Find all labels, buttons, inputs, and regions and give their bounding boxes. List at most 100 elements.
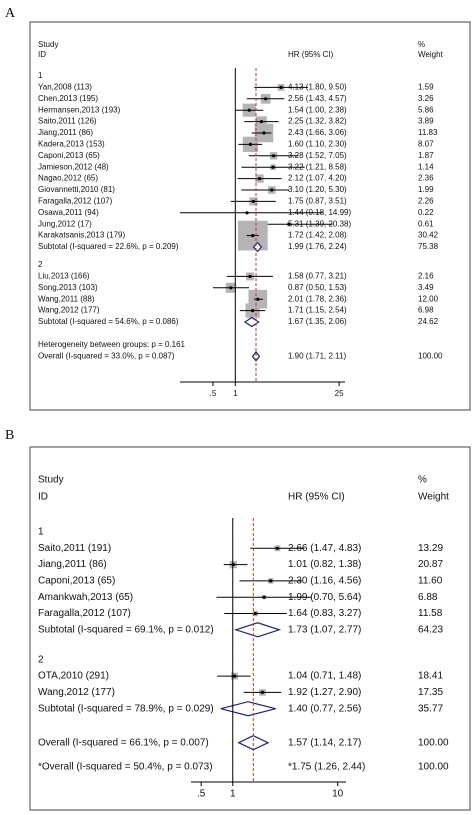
weight-label: 1.59 (418, 83, 434, 92)
group-name: 1 (38, 527, 44, 538)
ci-label: 1.92 (1.27, 2.90) (288, 687, 361, 698)
weight-label: 100.00 (418, 737, 449, 748)
ci-label: 3.10 (1.20, 5.30) (288, 185, 347, 194)
point-estimate (251, 199, 255, 203)
weight-label: 18.41 (418, 671, 443, 682)
ci-label: 2.25 (1.32, 3.82) (288, 117, 347, 126)
x-tick-label: 25 (335, 389, 344, 398)
weight-label: 35.77 (418, 703, 443, 714)
row-label: Overall (I-squared = 33.0%, p = 0.087) (38, 352, 175, 361)
row-label: Giovannetti,2010 (81) (38, 185, 115, 194)
header-effect: HR (95% CI) (288, 50, 334, 59)
weight-label: 30.42 (418, 231, 439, 240)
point-estimate (272, 154, 276, 158)
row-label: Nagao,2012 (65) (38, 174, 98, 183)
weight-label: 100.00 (418, 352, 443, 361)
ci-label: 1.64 (0.83, 3.27) (288, 608, 361, 619)
point-estimate (275, 546, 279, 550)
point-estimate (245, 211, 249, 215)
point-estimate (271, 165, 275, 169)
x-tick-label: .5 (210, 389, 217, 398)
ci-label: 0.87 (0.50, 1.53) (288, 283, 347, 292)
ci-label: 2.43 (1.66, 3.06) (288, 128, 347, 137)
row-label: Wang,2012 (177) (38, 306, 100, 315)
group-name: 1 (38, 71, 43, 80)
weight-label: 0.61 (418, 219, 434, 228)
ci-label: 1.90 (1.71, 2.11) (288, 352, 346, 361)
panel-label: B (5, 428, 14, 443)
weight-label: 5.86 (418, 105, 434, 114)
ci-label: 1.57 (1.14, 2.17) (288, 737, 361, 748)
ci-label: 2.12 (1.07, 4.20) (288, 174, 347, 183)
ci-label: 1.01 (0.82, 1.38) (288, 559, 361, 570)
point-estimate (248, 274, 252, 278)
ci-label: 1.67 (1.35, 2.06) (288, 317, 347, 326)
row-label: Caponi,2013 (65) (38, 151, 100, 160)
ci-label: 1.04 (0.71, 1.48) (288, 671, 361, 682)
weight-label: 6.98 (418, 306, 434, 315)
row-label: Saito,2011 (126) (38, 117, 97, 126)
x-tick-label: 10 (332, 789, 344, 800)
point-estimate (247, 108, 251, 112)
ci-label: 2.56 (1.43, 4.57) (288, 94, 347, 103)
weight-label: 11.60 (418, 576, 443, 587)
point-estimate (262, 595, 266, 599)
heterogeneity: Heterogeneity between groups: p = 0.161 (38, 340, 186, 349)
row-label: Amankwah,2013 (65) (38, 592, 133, 603)
row-label: Kadera,2013 (153) (38, 140, 105, 149)
row-label: Liu,2013 (166) (38, 272, 90, 281)
ci-label: 2.01 (1.78, 2.36) (288, 294, 347, 303)
point-estimate (259, 120, 264, 124)
row-label: Jiang,2011 (86) (38, 128, 93, 137)
weight-label: 2.36 (418, 174, 434, 183)
ci-label: 1.60 (1.10, 2.30) (288, 140, 347, 149)
row-label: Wang,2012 (177) (38, 687, 115, 698)
point-estimate (279, 85, 283, 89)
header-pct: % (418, 40, 425, 49)
pooled-diamond (237, 735, 270, 751)
weight-label: 24.62 (418, 317, 439, 326)
weight-label: 0.22 (418, 208, 434, 217)
ci-label: 1.99 (0.70, 5.64) (288, 592, 361, 603)
point-estimate (248, 142, 253, 146)
row-label: *Overall (I-squared = 50.4%, p = 0.073) (38, 761, 213, 772)
panel-frame (29, 21, 471, 411)
row-label: Caponi,2013 (65) (38, 576, 115, 587)
ci-label: 4.13 (1.80, 9.50) (288, 83, 347, 92)
weight-label: 2.16 (418, 272, 434, 281)
row-label: Faragalla,2012 (107) (38, 608, 131, 619)
header-id: ID (38, 50, 46, 59)
point-estimate (251, 309, 255, 313)
ci-label: 1.72 (1.42, 2.08) (288, 231, 347, 240)
point-estimate (262, 131, 266, 135)
weight-label: 75.38 (418, 242, 439, 251)
point-estimate (269, 579, 273, 583)
row-label: Subtotal (I-squared = 78.9%, p = 0.029) (38, 703, 214, 714)
point-estimate (232, 674, 237, 678)
pooled-diamond (243, 316, 260, 328)
header-effect: HR (95% CI) (288, 492, 345, 503)
group-name: 2 (38, 654, 44, 665)
ci-label: 3.28 (1.52, 7.05) (288, 151, 347, 160)
weight-label: 12.00 (418, 294, 439, 303)
weight-label: 1.14 (418, 162, 434, 171)
pooled-diamond (251, 350, 261, 362)
weight-label: 8.07 (418, 140, 434, 149)
weight-label: 1.99 (418, 185, 434, 194)
row-label: Jung,2012 (17) (38, 219, 92, 228)
panel-frame (29, 446, 471, 811)
row-label: Yan,2008 (113) (38, 83, 92, 92)
point-estimate (253, 611, 257, 616)
x-tick-label: 1 (233, 389, 238, 398)
row-label: Saito,2011 (191) (38, 543, 111, 554)
row-label: Song,2013 (103) (38, 283, 98, 292)
row-label: Jamieson,2012 (48) (38, 162, 109, 171)
panel-label: A (5, 6, 16, 21)
ci-label: *1.75 (1.26, 2.44) (288, 761, 365, 772)
header-study: Study (38, 40, 58, 49)
row-label: Subtotal (I-squared = 22.6%, p = 0.209) (38, 242, 179, 251)
ci-label: 2.66 (1.47, 4.83) (288, 543, 361, 554)
weight-label: 100.00 (418, 761, 449, 772)
